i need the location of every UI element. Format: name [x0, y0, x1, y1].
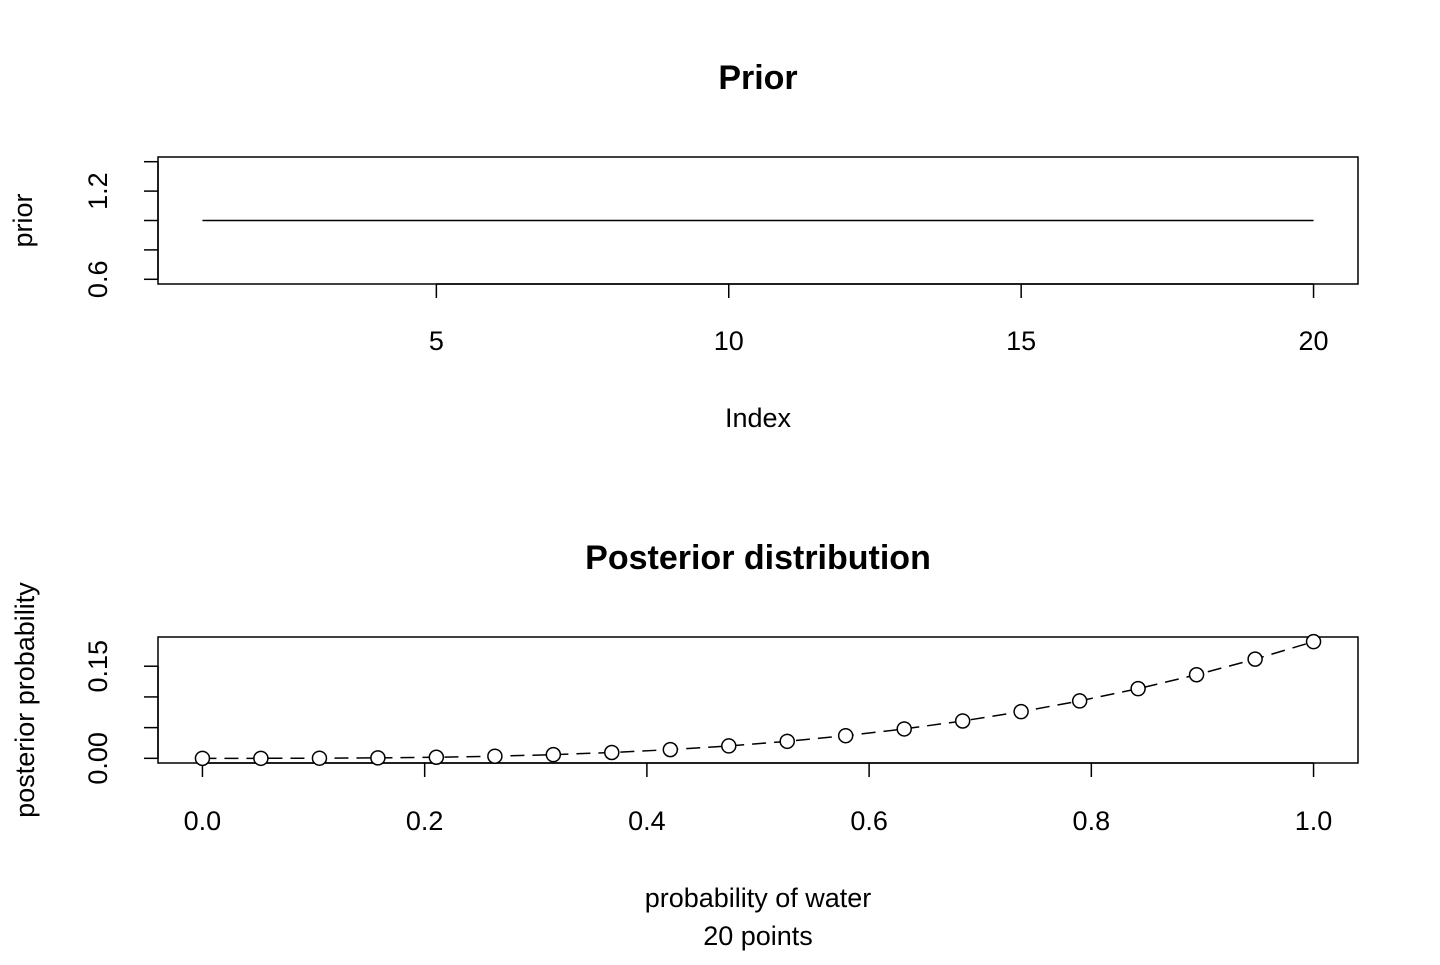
data-point — [253, 750, 269, 767]
data-point — [721, 738, 737, 754]
y-tick-label: 0.6 — [83, 261, 113, 299]
x-axis-label: Index — [725, 403, 792, 433]
y-tick-label: 0.15 — [83, 640, 113, 693]
data-point — [837, 727, 854, 744]
data-point — [1247, 651, 1263, 667]
data-point — [194, 750, 211, 767]
data-point — [1130, 680, 1146, 697]
x-axis-label: probability of water — [645, 883, 872, 913]
data-line — [202, 640, 1314, 760]
data-point — [1305, 633, 1322, 650]
chart-title: Prior — [718, 59, 797, 97]
data-point — [604, 744, 620, 761]
x-tick-label: 10 — [714, 326, 744, 356]
data-point — [1013, 703, 1029, 720]
x-tick-label: 0.8 — [1073, 806, 1111, 836]
y-axis-label: prior — [8, 193, 38, 247]
data-point — [662, 741, 679, 758]
data-point — [1188, 667, 1205, 683]
y-tick-label: 0.00 — [83, 732, 113, 785]
data-point — [545, 746, 562, 763]
data-point — [487, 748, 503, 764]
y-axis-label: posterior probability — [10, 582, 40, 818]
x-tick-label: 1.0 — [1295, 806, 1333, 836]
x-tick-label: 5 — [429, 326, 444, 356]
data-point — [428, 749, 445, 765]
data-point — [896, 721, 912, 737]
x-tick-label: 0.0 — [184, 806, 222, 836]
x-tick-label: 0.2 — [406, 806, 444, 836]
data-point — [954, 713, 971, 729]
x-tick-label: 0.6 — [850, 806, 888, 836]
data-point — [1071, 693, 1088, 709]
data-point — [311, 750, 328, 766]
subtitle: 20 points — [703, 921, 813, 951]
x-tick-label: 15 — [1006, 326, 1036, 356]
x-tick-label: 0.4 — [628, 806, 666, 836]
chart-title: Posterior distribution — [585, 539, 931, 577]
x-tick-label: 20 — [1299, 326, 1329, 356]
data-point — [779, 733, 795, 750]
data-point — [370, 750, 386, 766]
y-tick-label: 1.2 — [83, 172, 113, 210]
